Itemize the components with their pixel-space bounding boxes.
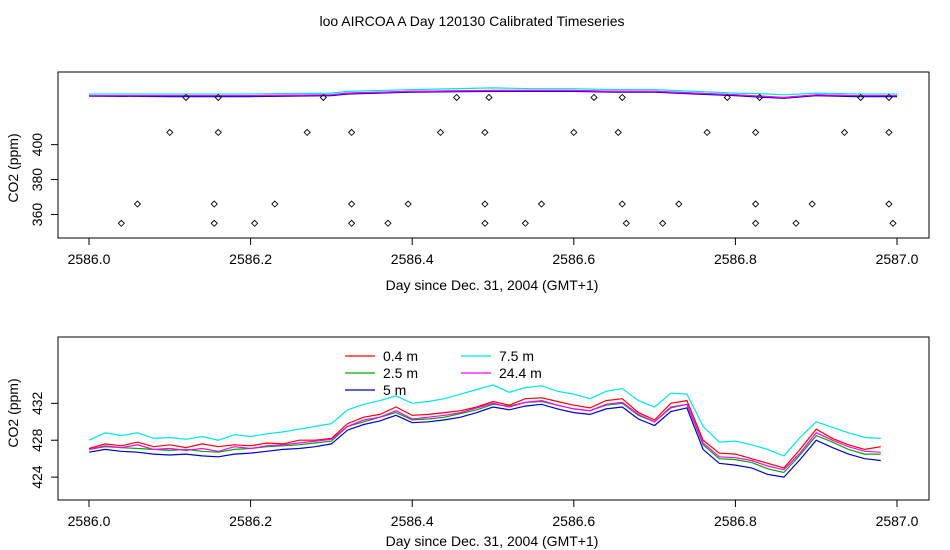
series-line-7-5-m [89,87,897,96]
legend-label: 5 m [383,382,406,398]
data-point [117,219,125,227]
panel-top: 2586.0 2586.2 2586.4 2586.6 2586.8 2587.0 360… [5,71,930,293]
y-axis-label-bottom: CO2 (ppm) [5,378,21,447]
data-point [521,219,529,227]
series-line-0-4-m [88,397,881,469]
data-point [251,219,259,227]
x-tick-label: 2587.0 [876,251,919,267]
data-point [703,128,711,137]
x-tick-label: 2586.4 [391,513,434,529]
x-axis-label-bottom: Day since Dec. 31, 2004 (GMT+1) [386,533,599,549]
data-point [271,200,279,208]
x-tick-label: 2586.4 [391,251,434,267]
data-point [618,200,626,208]
data-point [885,200,893,208]
data-point [384,219,392,227]
data-point [590,93,598,102]
legend-label: 0.4 m [383,348,418,364]
data-point [756,93,764,102]
data-point [537,200,546,208]
x-axis-bottom: 2586.0 2586.2 2586.4 2586.6 2586.8 2587.0 [68,500,919,529]
data-point [481,219,489,227]
data-point [675,200,683,208]
x-tick-label: 2586.0 [68,513,111,529]
series-line-24-4-m [88,399,881,471]
data-point [618,93,626,102]
x-tick-label: 2586.6 [552,513,595,529]
legend-label: 24.4 m [499,365,542,381]
series-lines-bottom [88,384,881,478]
legend-label: 7.5 m [499,348,534,364]
data-point [622,219,630,227]
y-axis-top: 360 380 400 [29,133,58,226]
data-point [347,219,356,227]
panel-bottom: 2586.0 2586.2 2586.4 2586.6 2586.8 2587.0 424… [5,336,930,549]
series-line-5-m [88,90,897,99]
series-lines-top [88,87,897,99]
data-point [303,128,311,137]
y-axis-bottom: 424 428 432 [29,391,58,489]
y-tick-label: 400 [29,133,45,157]
x-tick-label: 2586.8 [714,513,757,529]
data-point [885,93,893,102]
series-line-5-m [88,403,881,478]
data-point [214,128,222,137]
data-point [614,128,622,137]
y-tick-label: 432 [29,391,45,415]
data-point [659,219,667,227]
data-point [347,128,356,137]
data-point [840,128,849,137]
data-point [210,219,218,227]
data-point [723,93,731,102]
data-point [182,93,190,102]
data-point [214,93,222,102]
plot-frame-top [57,71,930,239]
y-tick-label: 360 [29,203,45,227]
data-point [133,200,142,208]
plot-frame-bottom [57,336,930,501]
x-tick-label: 2586.2 [229,513,272,529]
series-line-24-4-m [89,89,897,99]
data-point [792,219,800,227]
data-point [808,200,816,208]
legend-label: 2.5 m [383,365,418,381]
data-point [481,128,489,137]
data-point [319,93,327,102]
data-point [889,219,897,227]
x-axis-label-top: Day since Dec. 31, 2004 (GMT+1) [386,277,599,293]
data-point [210,200,218,208]
data-point [347,200,356,208]
x-tick-label: 2587.0 [876,513,919,529]
data-point [885,128,893,137]
y-tick-label: 380 [29,168,45,192]
y-axis-label-top: CO2 (ppm) [5,133,21,202]
data-point [751,219,760,227]
data-point [404,200,412,208]
data-point [751,128,760,137]
data-point [485,93,493,102]
x-tick-label: 2586.2 [229,251,272,267]
legend: 0.4 m2.5 m5 m 7.5 m24.4 m [345,348,542,398]
data-point [570,128,578,137]
data-point [481,200,489,208]
point-markers-top [117,93,897,227]
y-tick-label: 428 [29,428,45,452]
x-tick-label: 2586.6 [552,251,595,267]
series-line-7-5-m [88,384,881,457]
data-point [857,93,865,102]
data-point [436,128,445,137]
data-point [166,128,174,137]
x-tick-label: 2586.8 [714,251,757,267]
x-tick-label: 2586.0 [68,251,111,267]
data-point [751,200,760,208]
figure-title: loo AIRCOA A Day 120130 Calibrated Times… [319,13,624,29]
series-line-2-5-m [88,400,881,474]
y-tick-label: 424 [29,465,45,489]
data-point [453,93,461,102]
x-axis-top: 2586.0 2586.2 2586.4 2586.6 2586.8 2587.0 [68,238,919,267]
